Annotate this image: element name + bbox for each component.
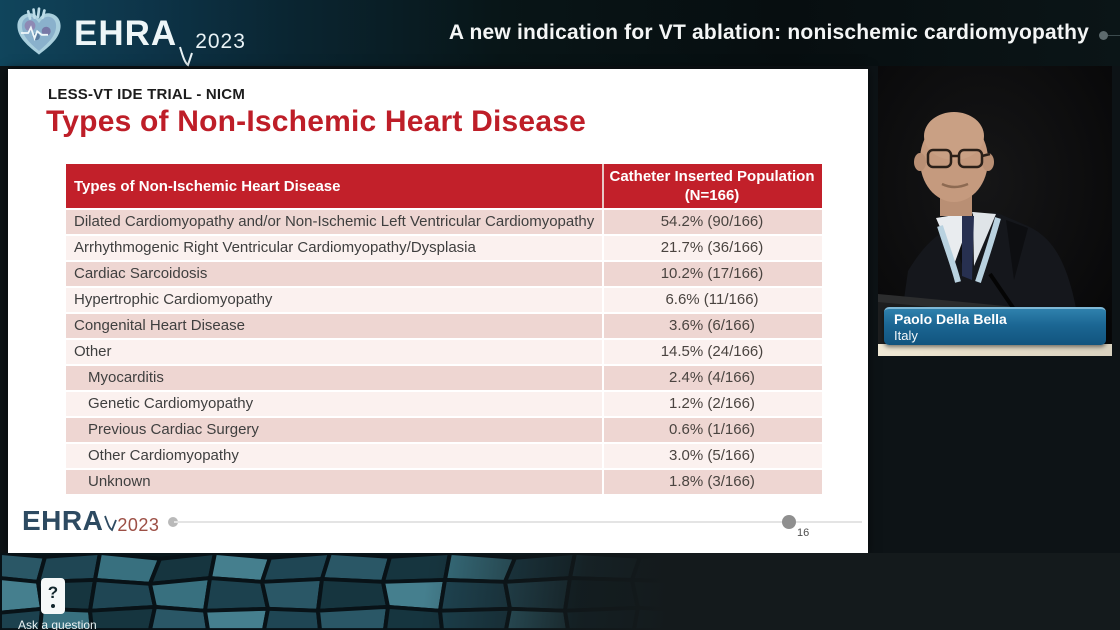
question-phone-icon: ?	[41, 578, 65, 614]
table-row: Other 14.5% (24/166)	[66, 340, 822, 366]
row-label: Myocarditis	[66, 366, 604, 390]
table-row: Other Cardiomyopathy 3.0% (5/166)	[66, 444, 822, 470]
slide-title: Types of Non-Ischemic Heart Disease	[46, 105, 586, 138]
table-body: Dilated Cardiomyopathy and/or Non-Ischem…	[66, 210, 822, 496]
progress-line	[174, 521, 862, 523]
question-mark-glyph: ?	[47, 583, 59, 602]
row-value: 0.6% (1/166)	[669, 421, 755, 438]
title-trail-dot	[1099, 30, 1120, 40]
row-label: Arrhythmogenic Right Ventricular Cardiom…	[66, 236, 604, 260]
row-value: 6.6% (11/166)	[665, 291, 759, 308]
row-label: Other Cardiomyopathy	[66, 444, 604, 468]
row-label: Other	[66, 340, 604, 364]
table-row: Genetic Cardiomyopathy 1.2% (2/166)	[66, 392, 822, 418]
speaker-name: Paolo Della Bella	[894, 311, 1007, 327]
row-label: Congenital Heart Disease	[66, 314, 604, 338]
table-row: Unknown 1.8% (3/166)	[66, 470, 822, 496]
row-value: 1.2% (2/166)	[669, 395, 755, 412]
row-value: 54.2% (90/166)	[660, 213, 764, 230]
slide-footer-logo: EHRA 2023	[22, 506, 159, 536]
table-row: Congenital Heart Disease 3.6% (6/166)	[66, 314, 822, 340]
row-label: Genetic Cardiomyopathy	[66, 392, 604, 416]
disease-table: Types of Non-Ischemic Heart Disease Cath…	[66, 164, 822, 496]
speaker-country: Italy	[894, 328, 918, 343]
mosaic-fade	[0, 553, 1120, 630]
table-row: Arrhythmogenic Right Ventricular Cardiom…	[66, 236, 822, 262]
top-bar: EHRA 2023 A new indication for VT ablati…	[0, 0, 1120, 67]
row-value: 21.7% (36/166)	[660, 239, 764, 256]
table-row: Myocarditis 2.4% (4/166)	[66, 366, 822, 392]
table-header-types: Types of Non-Ischemic Heart Disease	[66, 164, 604, 208]
table-header-population: Catheter Inserted Population (N=166)	[604, 164, 820, 208]
footer-logo-swoosh	[104, 515, 118, 532]
speaker-nameplate: Paolo Della Bella Italy	[884, 307, 1106, 345]
ask-a-question-label: Ask a question	[18, 618, 97, 630]
row-value: 3.0% (5/166)	[669, 447, 755, 464]
row-value: 2.4% (4/166)	[669, 369, 755, 386]
row-value: 14.5% (24/166)	[660, 343, 764, 360]
row-value: 10.2% (17/166)	[660, 265, 764, 282]
slide-kicker: LESS-VT IDE TRIAL - NICM	[48, 86, 246, 103]
video-bottom-strip	[878, 344, 1112, 356]
bottom-band	[0, 553, 1120, 630]
row-label: Cardiac Sarcoidosis	[66, 262, 604, 286]
row-label: Unknown	[66, 470, 604, 494]
logo-swoosh	[179, 46, 194, 67]
presentation-slide: LESS-VT IDE TRIAL - NICM Types of Non-Is…	[8, 69, 868, 553]
footer-brand-year: 2023	[117, 515, 160, 535]
ehra-logo: EHRA 2023	[12, 5, 246, 67]
table-row: Hypertrophic Cardiomyopathy 6.6% (11/166)	[66, 288, 822, 314]
table-row: Dilated Cardiomyopathy and/or Non-Ischem…	[66, 210, 822, 236]
table-row: Cardiac Sarcoidosis 10.2% (17/166)	[66, 262, 822, 288]
brand-year: 2023	[195, 30, 246, 53]
row-label: Previous Cardiac Surgery	[66, 418, 604, 442]
row-label: Hypertrophic Cardiomyopathy	[66, 288, 604, 312]
brand-text: EHRA	[74, 14, 178, 53]
progress-start-dot	[168, 517, 178, 527]
table-header-population-line1: Catheter Inserted Population	[609, 168, 815, 185]
progress-current-dot[interactable]	[782, 515, 796, 529]
table-header-row: Types of Non-Ischemic Heart Disease Cath…	[66, 164, 822, 210]
row-value: 3.6% (6/166)	[669, 317, 755, 334]
session-title: A new indication for VT ablation: nonisc…	[448, 21, 1089, 44]
footer-brand-text: EHRA	[22, 505, 104, 536]
table-row: Previous Cardiac Surgery 0.6% (1/166)	[66, 418, 822, 444]
page-number: 16	[797, 527, 810, 539]
row-label: Dilated Cardiomyopathy and/or Non-Ischem…	[66, 210, 604, 234]
ask-a-question-button[interactable]: ? Ask a question	[18, 578, 97, 630]
phone-home-dot	[51, 604, 55, 608]
table-header-population-line2: (N=166)	[684, 187, 740, 204]
ehra-heart-icon	[17, 7, 61, 55]
row-value: 1.8% (3/166)	[669, 473, 755, 490]
